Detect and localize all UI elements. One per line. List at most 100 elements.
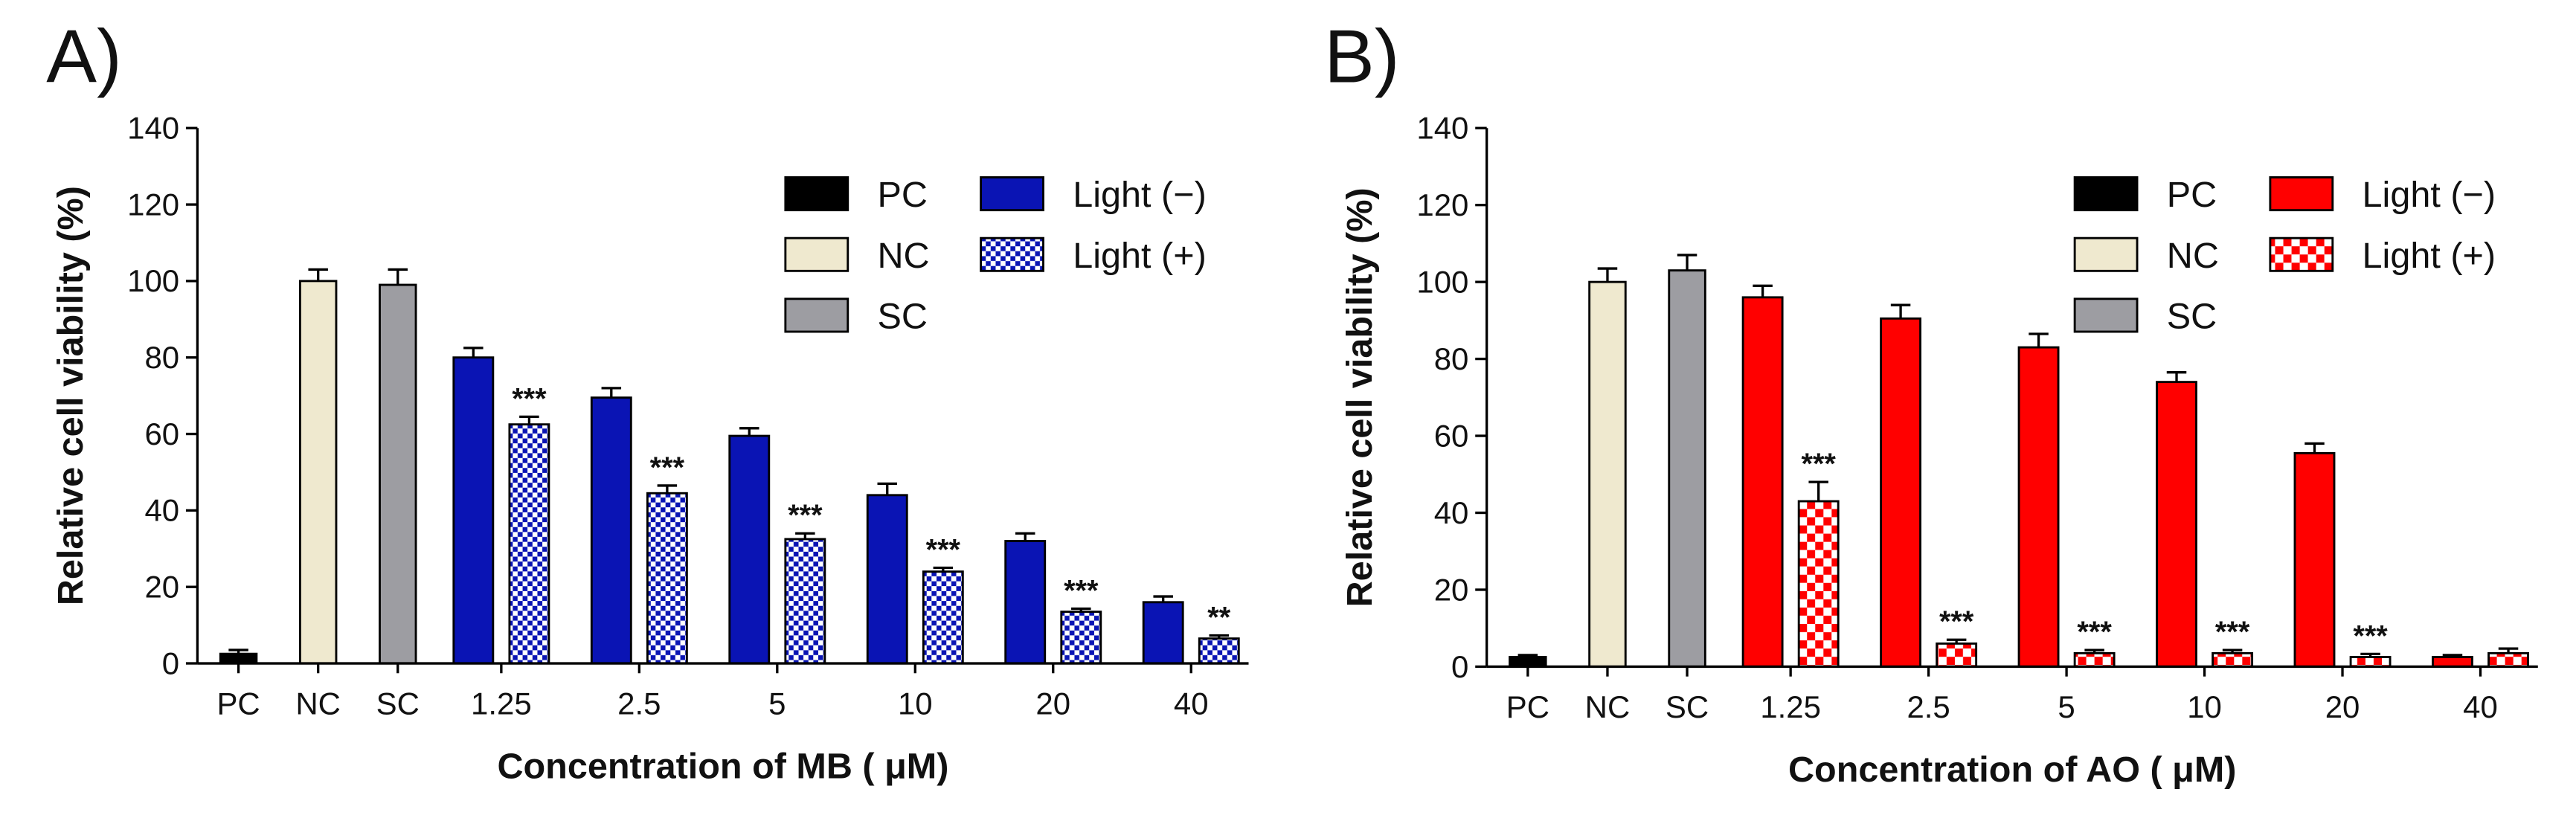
bar (379, 283, 417, 665)
y-tick-label: 120 (127, 187, 179, 222)
x-axis-title: Concentration of MB ( μM) (497, 747, 948, 787)
legend-swatch (2269, 176, 2334, 212)
error-bar (1153, 595, 1173, 602)
x-tick-label: SC (376, 686, 420, 721)
bar (1936, 642, 1978, 668)
x-tick-label: PC (1506, 689, 1549, 724)
bar (2349, 656, 2392, 668)
x-tick-label: SC (1666, 689, 1709, 724)
bar (298, 280, 338, 665)
error-bar (795, 532, 815, 539)
error-bar (1597, 267, 1618, 283)
legend-label: SC (878, 297, 928, 337)
significance: *** (512, 382, 547, 415)
y-axis-title: Relative cell viability (%) (1340, 187, 1380, 607)
bar (2156, 381, 2197, 668)
y-tick-label: 80 (1434, 341, 1469, 376)
x-tick-label: 1.25 (471, 686, 532, 721)
y-tick-label: 0 (1451, 649, 1468, 684)
error-bar (1808, 480, 1828, 502)
error-bar (2442, 654, 2463, 657)
bar (1880, 317, 1922, 668)
y-tick-label: 40 (1434, 495, 1469, 530)
y-tick-label: 80 (144, 340, 179, 375)
y-tick-label: 20 (144, 570, 179, 605)
bar (2293, 451, 2336, 668)
error-bar (1753, 284, 1773, 297)
legend-label: Light (−) (2363, 175, 2496, 215)
error-bar (2029, 332, 2049, 348)
y-tick-label: 40 (144, 493, 179, 528)
y-tick-label: 60 (1434, 418, 1469, 453)
error-bar (519, 415, 539, 425)
bar (646, 492, 688, 665)
x-tick-label: 5 (768, 686, 786, 721)
significance: *** (650, 451, 685, 484)
significance: *** (788, 499, 823, 532)
error-bar (1015, 532, 1035, 541)
legend-label: NC (878, 236, 930, 276)
legend-label: Light (+) (2363, 236, 2496, 276)
error-bar (2498, 647, 2519, 654)
panel-label: A) (46, 13, 122, 98)
panel-label: B) (1324, 13, 1400, 98)
x-tick-label: 2.5 (1907, 689, 1950, 724)
bar (2212, 651, 2254, 668)
bar (219, 652, 258, 665)
error-bar (2222, 648, 2243, 654)
y-tick-label: 100 (1416, 264, 1468, 299)
legend-swatch (784, 176, 849, 212)
legend-swatch (980, 236, 1044, 272)
significance: *** (2353, 619, 2388, 652)
y-tick-label: 60 (144, 416, 179, 451)
error-bar (657, 484, 678, 494)
x-tick-label: 20 (2325, 689, 2360, 724)
x-tick-label: 5 (2058, 689, 2075, 724)
x-tick-label: 2.5 (617, 686, 661, 721)
bar (2017, 346, 2060, 668)
bar (2432, 656, 2473, 668)
error-bar (1209, 634, 1230, 639)
significance: *** (2215, 616, 2250, 648)
legend-swatch (784, 297, 849, 333)
bar (508, 423, 550, 665)
error-bar (2304, 442, 2325, 454)
error-bar (1071, 607, 1091, 612)
error-bar (1946, 638, 1967, 644)
x-tick-label: 10 (2187, 689, 2222, 724)
x-tick-label: PC (216, 686, 260, 721)
x-tick-label: 40 (2463, 689, 2498, 724)
significance: ** (1207, 601, 1230, 634)
significance: *** (1801, 448, 1836, 480)
bar (1004, 540, 1047, 665)
y-tick-label: 100 (127, 263, 179, 298)
y-tick-label: 20 (1434, 572, 1469, 607)
y-axis-title: Relative cell viability (%) (51, 186, 91, 605)
error-bar (2084, 648, 2104, 654)
bar (1741, 296, 1784, 668)
bar (590, 396, 632, 665)
bar (922, 570, 964, 665)
error-bar (877, 482, 897, 495)
legend-swatch (980, 176, 1044, 212)
legend-swatch (2073, 236, 2139, 272)
error-bar (308, 268, 328, 281)
legend-swatch (2073, 297, 2139, 333)
error-bar (1890, 303, 1911, 319)
bar (1198, 637, 1240, 665)
legend-label: Light (−) (1073, 175, 1207, 215)
bar (1142, 601, 1184, 665)
error-bar (463, 347, 484, 358)
y-tick-label: 140 (127, 111, 179, 146)
significance: *** (1939, 605, 1974, 638)
bar (1509, 656, 1547, 668)
x-tick-label: 40 (1174, 686, 1209, 721)
error-bar (1517, 654, 1538, 657)
bar (866, 494, 908, 665)
bar (452, 356, 495, 665)
y-tick-label: 0 (162, 645, 179, 680)
bar (784, 538, 826, 665)
legend-swatch (784, 236, 849, 272)
bar (2073, 651, 2116, 668)
